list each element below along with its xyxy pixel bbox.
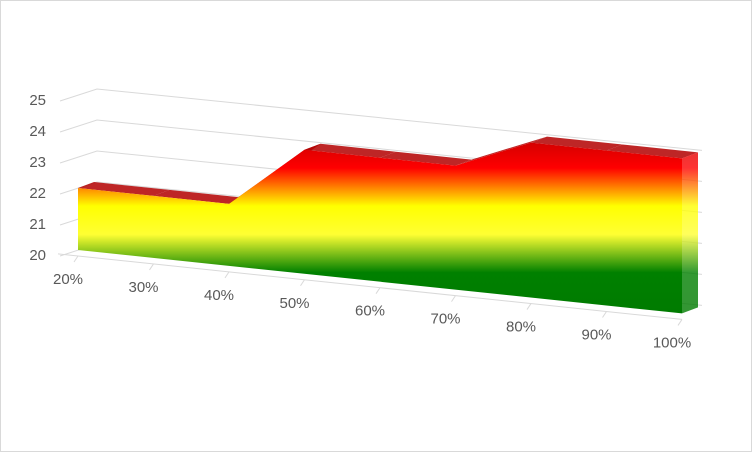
y-tick-label: 25 — [29, 92, 46, 109]
area-top — [153, 189, 245, 204]
x-axis — [57, 253, 683, 320]
x-tick — [300, 279, 305, 287]
x-tick — [149, 263, 154, 271]
x-tick — [602, 311, 607, 318]
x-tick-label: 40% — [204, 287, 234, 304]
x-tick — [677, 319, 683, 326]
area-side — [682, 152, 698, 314]
area-top — [78, 182, 170, 196]
x-tick-label: 50% — [279, 295, 309, 312]
y-tick-label: 20 — [29, 247, 46, 264]
x-tick — [73, 255, 79, 263]
area-top — [455, 136, 547, 166]
x-tick-label: 100% — [653, 334, 691, 351]
x-tick-label: 90% — [581, 326, 611, 343]
y-tick-label: 22 — [29, 185, 46, 202]
area-top — [380, 151, 472, 166]
grid-line — [59, 88, 703, 151]
area — [78, 142, 682, 314]
x-tick-label: 20% — [53, 271, 83, 288]
y-tick-label: 21 — [29, 216, 46, 233]
x-tick-label: 80% — [506, 319, 536, 336]
x-tick-label: 30% — [128, 279, 158, 296]
area-top — [304, 143, 396, 158]
x-tick — [526, 303, 532, 310]
x-tick — [375, 287, 381, 294]
y-tick-label: 24 — [29, 123, 46, 140]
x-tick — [451, 295, 456, 302]
x-tick-label: 60% — [355, 303, 385, 320]
y-tick-label: 23 — [29, 154, 46, 171]
area-top — [606, 144, 698, 159]
x-tick-label: 70% — [430, 311, 460, 328]
area-top — [531, 136, 623, 151]
x-tick — [224, 271, 230, 279]
